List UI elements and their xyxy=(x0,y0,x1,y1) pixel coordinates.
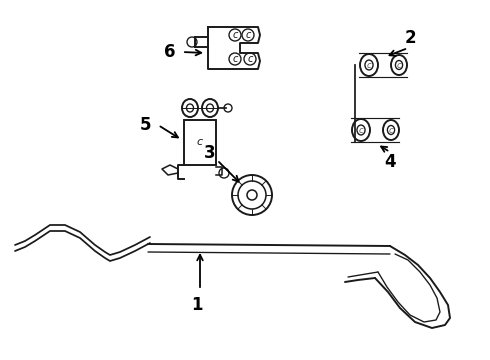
Text: 3: 3 xyxy=(204,144,216,162)
Text: c: c xyxy=(367,60,371,69)
Text: c: c xyxy=(359,126,363,135)
Text: c: c xyxy=(197,137,203,147)
Text: c: c xyxy=(389,126,393,135)
Text: 5: 5 xyxy=(139,116,151,134)
Text: c: c xyxy=(245,30,251,40)
Text: 2: 2 xyxy=(404,29,416,47)
Text: c: c xyxy=(397,60,401,69)
Text: 4: 4 xyxy=(384,153,396,171)
Text: c: c xyxy=(247,54,253,64)
Text: c: c xyxy=(232,30,238,40)
Bar xyxy=(184,120,216,165)
Text: 1: 1 xyxy=(191,296,203,314)
Text: c: c xyxy=(232,54,238,64)
Text: 6: 6 xyxy=(164,43,176,61)
